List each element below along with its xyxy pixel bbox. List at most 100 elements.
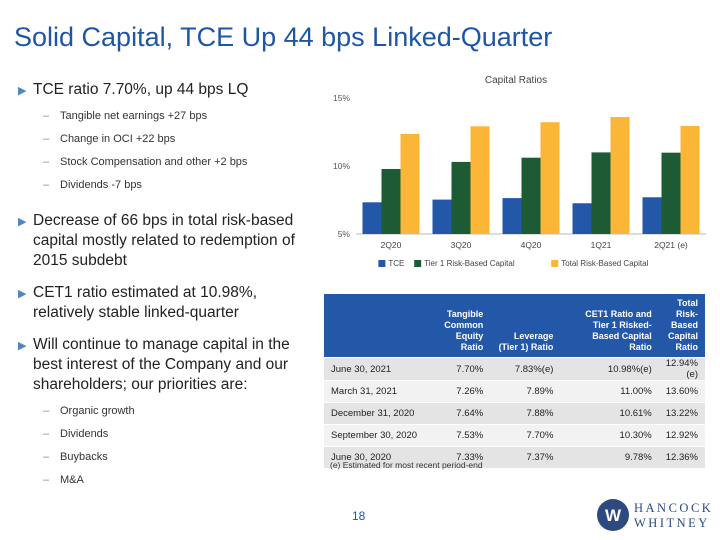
bullet-text: CET1 ratio estimated at 10.98%, relative… <box>33 284 258 321</box>
table-cell: 7.70% <box>425 357 491 381</box>
x-tick-label: 2Q21 (e) <box>654 240 688 250</box>
legend-label: Total Risk-Based Capital <box>561 259 648 268</box>
bullet-list: ▶ TCE ratio 7.70%, up 44 bps LQ – Tangible… <box>18 80 308 496</box>
table-cell: March 31, 2021 <box>324 380 426 403</box>
legend-label: TCE <box>388 259 404 268</box>
table-row: June 30, 2021 7.70% 7.83%(e) 10.98%(e) 1… <box>324 357 705 381</box>
dash-icon: – <box>43 156 50 168</box>
table-cell: June 30, 2021 <box>324 357 426 381</box>
legend-swatch <box>414 260 422 267</box>
dash-icon: – <box>43 405 50 417</box>
logo-wordmark: HANCOCK WHITNEY <box>634 501 713 531</box>
table-header-cell: Tangible Common Equity Ratio <box>425 294 491 358</box>
logo-mark-icon: W <box>597 499 629 531</box>
table-cell: 7.70% <box>490 424 561 447</box>
table-footnote: (e) Estimated for most recent period-end <box>330 460 483 470</box>
table-row: June 30, 2020 7.33% 7.37% 9.78% 12.36% <box>324 446 705 468</box>
y-tick-label: 5% <box>338 229 351 239</box>
table-cell: 13.22% <box>658 402 705 425</box>
bullet-item: ▶ TCE ratio 7.70%, up 44 bps LQ <box>18 80 308 100</box>
sub-bullet-item: – Dividends -7 bps <box>18 178 308 192</box>
y-tick-label: 15% <box>333 93 350 103</box>
bullet-text: Will continue to manage capital in the b… <box>33 336 290 393</box>
y-tick-label: 10% <box>333 161 350 171</box>
x-tick-label: 4Q20 <box>521 240 542 250</box>
table-cell: September 30, 2020 <box>324 424 426 447</box>
bullet-item: ▶ Decrease of 66 bps in total risk-based … <box>18 211 308 271</box>
sub-bullet-item: – Stock Compensation and other +2 bps <box>18 155 308 169</box>
table-cell: 7.37% <box>490 446 561 468</box>
bar-total-risk-based-capital <box>400 133 420 234</box>
table-row: March 31, 2021 7.26% 7.89% 11.00% 13.60% <box>324 380 705 403</box>
bar-total-risk-based-capital <box>680 126 700 234</box>
table-cell: 7.26% <box>425 380 491 403</box>
table-row: September 30, 2020 7.53% 7.70% 10.30% 12… <box>324 424 705 447</box>
capital-ratios-chart: Capital Ratios 5% 10% 15% 2Q20 3Q20 4Q20 1Q21 2… <box>333 75 706 268</box>
table-cell: 10.61% <box>560 402 659 425</box>
table-cell: 12.94%(e) <box>658 357 705 381</box>
sub-bullet-item: – M&A <box>18 473 308 487</box>
table-cell: 10.30% <box>560 424 659 447</box>
sub-bullet-item: – Dividends <box>18 427 308 441</box>
dash-icon: – <box>43 474 50 486</box>
sub-bullet-text: Stock Compensation and other +2 bps <box>60 156 248 168</box>
sub-bullet-text: Buybacks <box>60 451 108 463</box>
table-row: December 31, 2020 7.64% 7.88% 10.61% 13.… <box>324 402 705 425</box>
table-header-cell: Total Risk-Based Capital Ratio <box>658 294 705 358</box>
bar-tce <box>432 199 452 234</box>
page-number: 18 <box>352 509 366 523</box>
bar-total-risk-based-capital <box>470 126 490 234</box>
bullet-text: TCE ratio 7.70%, up 44 bps LQ <box>33 81 249 98</box>
table-cell: 13.60% <box>658 380 705 403</box>
bullet-item: ▶ Will continue to manage capital in the … <box>18 335 308 395</box>
bar-tier-1-risk-based-capital <box>591 152 611 234</box>
table-cell: 12.36% <box>658 446 705 468</box>
table-header-row: Tangible Common Equity Ratio Leverage (T… <box>324 294 705 358</box>
sub-bullet-item: – Buybacks <box>18 450 308 464</box>
logo-line-2: WHITNEY <box>634 516 710 530</box>
bar-total-risk-based-capital <box>540 122 560 234</box>
bullet-text: Decrease of 66 bps in total risk-based c… <box>33 212 295 269</box>
chart-title: Capital Ratios <box>485 75 547 86</box>
table-cell: 7.53% <box>425 424 491 447</box>
slide-title: Solid Capital, TCE Up 44 bps Linked-Quar… <box>14 22 553 52</box>
table-cell: 7.64% <box>425 402 491 425</box>
bar-tier-1-risk-based-capital <box>381 168 401 234</box>
bar-tce <box>502 198 522 234</box>
table-header-cell: CET1 Ratio and Tier 1 Risked-Based Capit… <box>560 294 659 358</box>
x-tick-label: 3Q20 <box>451 240 472 250</box>
table-cell: 7.33% <box>425 446 491 468</box>
legend-label: Tier 1 Risk-Based Capital <box>424 259 515 268</box>
bar-tier-1-risk-based-capital <box>661 152 681 234</box>
bar-tce <box>362 202 382 234</box>
sub-bullet-item: – Tangible net earnings +27 bps <box>18 109 308 123</box>
bar-tce <box>572 203 592 234</box>
bullet-arrow-icon: ▶ <box>18 85 27 97</box>
x-tick-label: 1Q21 <box>591 240 612 250</box>
dash-icon: – <box>43 133 50 145</box>
table-cell: June 30, 2020 <box>324 446 426 468</box>
bar-tier-1-risk-based-capital <box>451 161 471 234</box>
sub-bullet-item: – Change in OCI +22 bps <box>18 132 308 146</box>
hancock-whitney-logo: W HANCOCK WHITNEY <box>596 497 711 533</box>
logo-mark-letter: W <box>605 506 622 525</box>
bar-tier-1-risk-based-capital <box>521 157 541 234</box>
bullet-arrow-icon: ▶ <box>18 340 27 352</box>
sub-bullet-text: Dividends -7 bps <box>60 179 142 191</box>
sub-bullet-text: Organic growth <box>60 405 135 417</box>
sub-bullet-text: Tangible net earnings +27 bps <box>60 110 208 122</box>
dash-icon: – <box>43 110 50 122</box>
sub-bullet-text: Change in OCI +22 bps <box>60 133 176 145</box>
bar-tce <box>642 197 662 234</box>
sub-bullet-item: – Organic growth <box>18 404 308 418</box>
bullet-arrow-icon: ▶ <box>18 288 27 300</box>
table-cell: 7.88% <box>490 402 561 425</box>
logo-line-1: HANCOCK <box>634 501 714 515</box>
dash-icon: – <box>43 451 50 463</box>
table-cell: 11.00% <box>560 380 659 403</box>
bullet-item: ▶ CET1 ratio estimated at 10.98%, relativ… <box>18 283 308 323</box>
table-header-cell <box>324 294 426 358</box>
bullet-arrow-icon: ▶ <box>18 216 27 228</box>
bar-total-risk-based-capital <box>610 117 630 234</box>
legend-swatch <box>551 260 559 267</box>
